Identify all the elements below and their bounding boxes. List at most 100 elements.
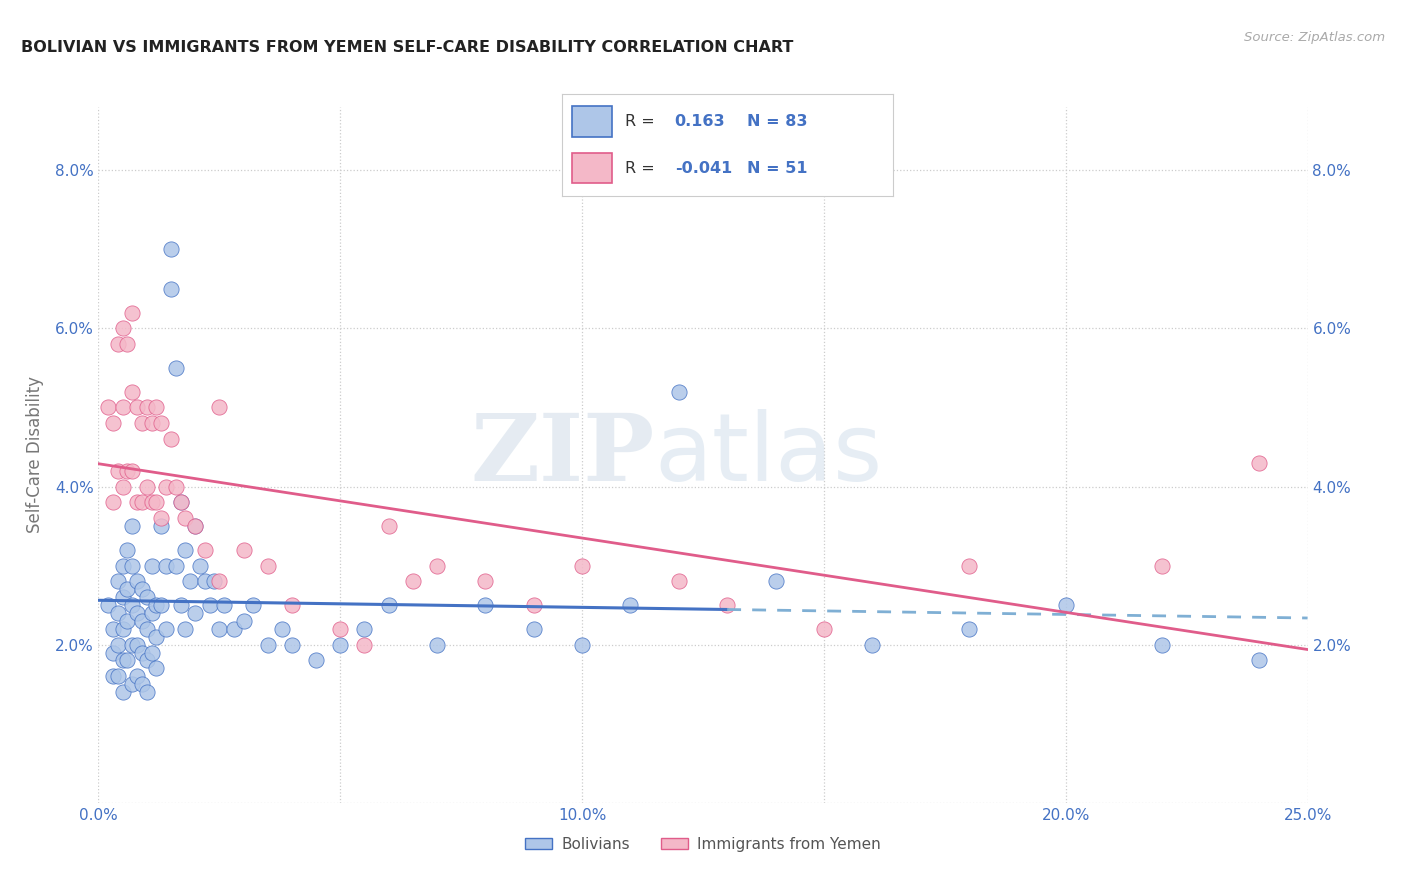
Point: [107, 464, 129, 478]
Point: [198, 598, 221, 612]
Point: [141, 606, 163, 620]
Point: [402, 574, 425, 589]
Point: [523, 622, 546, 636]
Point: [353, 622, 375, 636]
Point: [111, 401, 134, 415]
Point: [165, 360, 187, 375]
Point: [107, 337, 129, 351]
Point: [179, 574, 201, 589]
Point: [188, 558, 211, 573]
Point: [107, 574, 129, 589]
Point: [184, 519, 207, 533]
Point: [111, 321, 134, 335]
Text: Source: ZipAtlas.com: Source: ZipAtlas.com: [1244, 31, 1385, 45]
Point: [141, 558, 163, 573]
Text: atlas: atlas: [655, 409, 883, 501]
Point: [145, 661, 167, 675]
Text: R =: R =: [626, 114, 655, 129]
Point: [121, 598, 143, 612]
Point: [271, 622, 294, 636]
Point: [329, 622, 352, 636]
Point: [107, 606, 129, 620]
Point: [474, 598, 496, 612]
Point: [117, 464, 139, 478]
Text: 0.163: 0.163: [675, 114, 725, 129]
Point: [256, 558, 278, 573]
Point: [117, 653, 139, 667]
Point: [194, 574, 217, 589]
Point: [155, 558, 177, 573]
Point: [135, 401, 157, 415]
Point: [256, 638, 278, 652]
Point: [141, 646, 163, 660]
Point: [232, 542, 254, 557]
Point: [97, 401, 120, 415]
Point: [121, 384, 143, 399]
Point: [813, 622, 835, 636]
Point: [184, 519, 207, 533]
Point: [127, 606, 149, 620]
Point: [131, 614, 153, 628]
Point: [101, 646, 124, 660]
Point: [107, 669, 129, 683]
Point: [377, 598, 399, 612]
Point: [353, 638, 375, 652]
Point: [101, 669, 124, 683]
Point: [117, 582, 139, 597]
Point: [329, 638, 352, 652]
Point: [131, 677, 153, 691]
Point: [619, 598, 641, 612]
Point: [141, 495, 163, 509]
Point: [860, 638, 883, 652]
Point: [127, 669, 149, 683]
Point: [184, 606, 207, 620]
Point: [169, 495, 191, 509]
FancyBboxPatch shape: [572, 153, 612, 184]
Point: [101, 495, 124, 509]
Point: [174, 542, 197, 557]
Point: [169, 598, 191, 612]
Point: [145, 630, 167, 644]
Point: [111, 622, 134, 636]
Point: [668, 384, 690, 399]
Point: [160, 243, 183, 257]
Point: [97, 598, 120, 612]
Point: [155, 622, 177, 636]
Text: R =: R =: [626, 161, 655, 176]
Point: [212, 598, 235, 612]
Point: [765, 574, 787, 589]
Point: [204, 574, 226, 589]
Point: [150, 598, 173, 612]
Point: [127, 495, 149, 509]
Point: [571, 638, 593, 652]
Point: [208, 622, 231, 636]
Point: [305, 653, 328, 667]
Point: [101, 417, 124, 431]
Point: [121, 638, 143, 652]
Point: [121, 464, 143, 478]
Point: [174, 511, 197, 525]
Point: [174, 622, 197, 636]
Point: [150, 511, 173, 525]
Point: [160, 282, 183, 296]
Point: [121, 558, 143, 573]
Point: [377, 519, 399, 533]
Point: [121, 305, 143, 319]
Point: [121, 519, 143, 533]
Point: [131, 582, 153, 597]
Point: [1249, 456, 1271, 470]
Text: N = 51: N = 51: [748, 161, 808, 176]
Point: [474, 574, 496, 589]
Point: [127, 574, 149, 589]
Point: [121, 677, 143, 691]
Point: [150, 417, 173, 431]
Point: [135, 479, 157, 493]
Point: [111, 558, 134, 573]
Point: [111, 685, 134, 699]
Point: [155, 479, 177, 493]
Point: [194, 542, 217, 557]
Point: [111, 479, 134, 493]
Point: [957, 622, 980, 636]
Text: N = 83: N = 83: [748, 114, 808, 129]
Point: [127, 401, 149, 415]
